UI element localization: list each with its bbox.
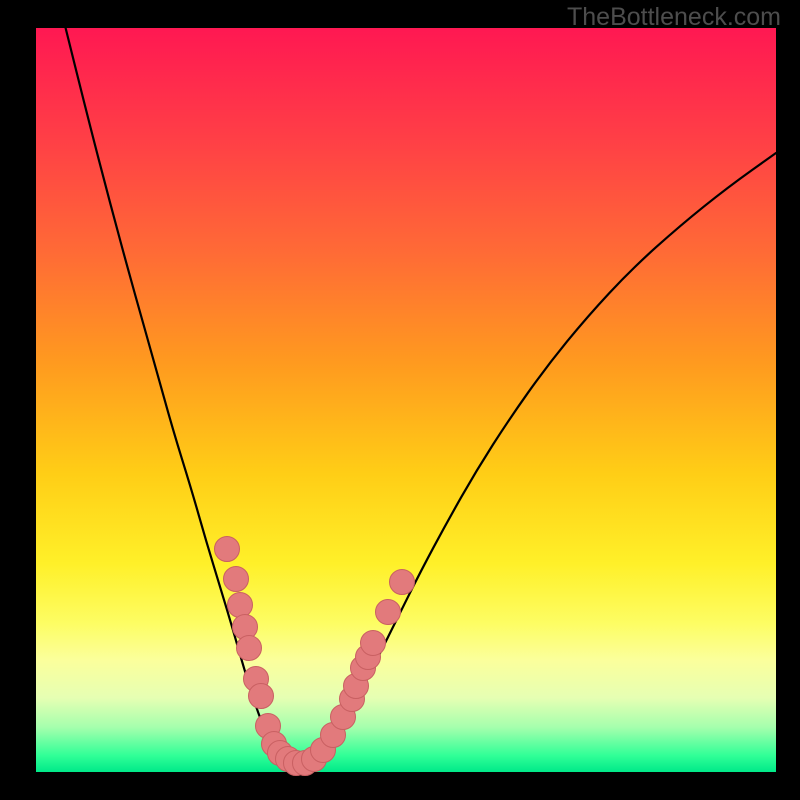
- data-dot: [223, 566, 249, 592]
- data-dots-layer: [36, 28, 776, 772]
- data-dot: [375, 599, 401, 625]
- data-dot: [248, 683, 274, 709]
- data-dot: [360, 630, 386, 656]
- plot-area: [36, 28, 776, 772]
- chart-stage: TheBottleneck.com: [0, 0, 800, 800]
- data-dot: [236, 635, 262, 661]
- data-dot: [214, 536, 240, 562]
- data-dot: [389, 569, 415, 595]
- watermark-text: TheBottleneck.com: [567, 3, 781, 32]
